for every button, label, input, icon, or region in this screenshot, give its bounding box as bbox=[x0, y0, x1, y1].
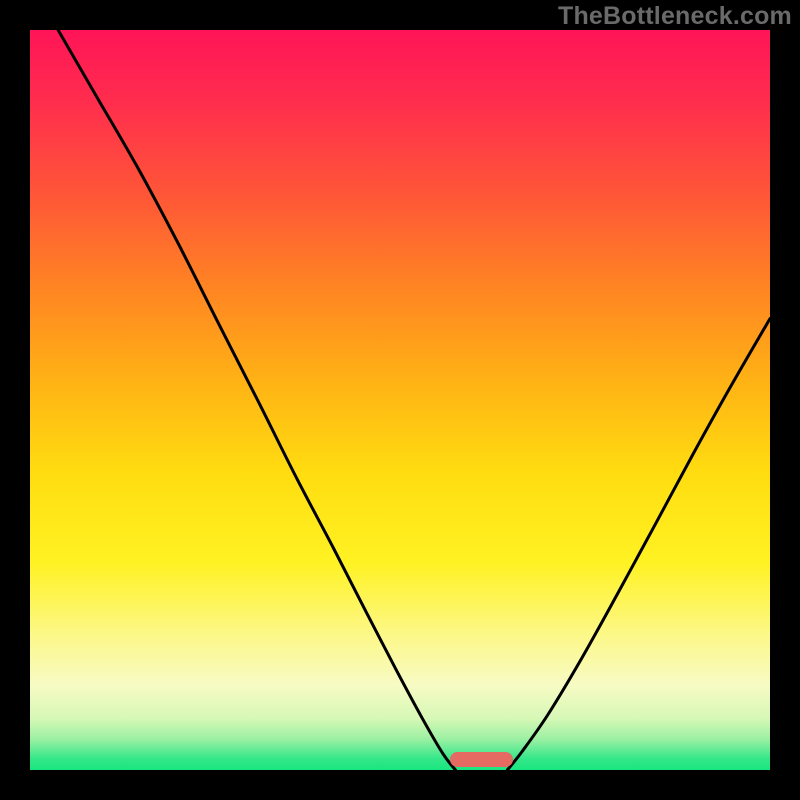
watermark-text: TheBottleneck.com bbox=[558, 2, 792, 31]
plot-area bbox=[30, 30, 770, 770]
gradient-background bbox=[30, 30, 770, 770]
bottleneck-marker bbox=[450, 752, 513, 767]
chart-frame: TheBottleneck.com bbox=[0, 0, 800, 800]
